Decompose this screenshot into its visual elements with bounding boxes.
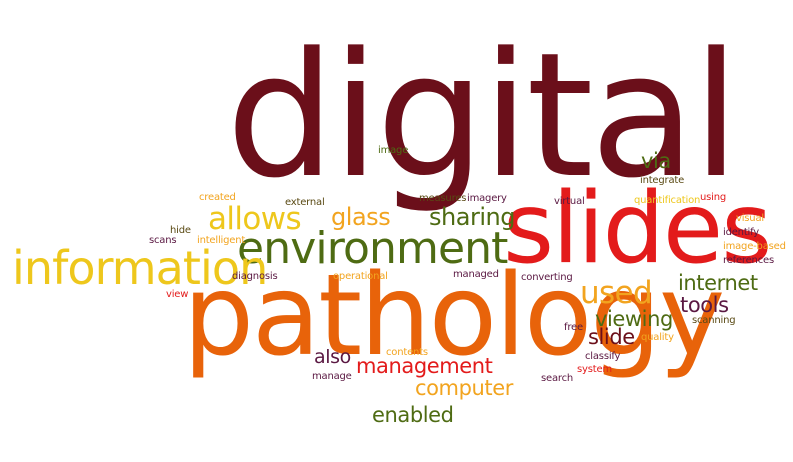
word-image-based: image-based	[723, 241, 786, 252]
word-computer: computer	[415, 376, 513, 400]
word-using: using	[700, 192, 727, 203]
word-imagery: imagery	[467, 193, 507, 204]
word-quantification: quantification	[634, 195, 701, 206]
word-scans: scans	[149, 235, 177, 246]
word-references: references	[723, 255, 774, 266]
word-quality: quality	[641, 332, 674, 343]
word-enabled: enabled	[372, 403, 454, 427]
word-created: created	[199, 192, 236, 203]
word-diagnosis: diagnosis	[232, 271, 278, 282]
word-converting: converting	[521, 272, 573, 283]
word-system: system	[577, 364, 612, 375]
word-manage: manage	[312, 371, 352, 382]
word-via: via	[641, 149, 671, 173]
word-contents: contents	[386, 347, 428, 358]
word-image: image	[378, 145, 409, 156]
word-sharing: sharing	[429, 203, 516, 231]
word-search: search	[541, 373, 574, 384]
word-slides: slides	[503, 172, 772, 286]
word-integrate: integrate	[640, 175, 685, 186]
word-view: view	[166, 289, 189, 300]
word-classify: classify	[585, 351, 621, 362]
word-operational: operational	[333, 271, 388, 282]
word-used: used	[580, 275, 653, 311]
word-managed: managed	[453, 269, 499, 280]
word-pathology: pathology	[183, 251, 725, 381]
word-environment: environment	[237, 223, 508, 274]
word-hide: hide	[170, 225, 191, 236]
word-slide: slide	[588, 325, 635, 349]
word-information: information	[12, 241, 268, 295]
word-allows: allows	[208, 201, 302, 237]
word-virtual: virtual	[554, 196, 585, 207]
word-scanning: scanning	[692, 315, 736, 326]
word-also: also	[314, 346, 351, 368]
word-intelligent: intelligent	[197, 235, 246, 246]
word-visual: visual	[736, 213, 764, 224]
word-management: management	[356, 354, 493, 378]
word-tools: tools	[680, 293, 729, 317]
word-glass: glass	[331, 203, 391, 231]
word-external: external	[285, 197, 325, 208]
word-identify: identify	[723, 227, 759, 238]
word-internet: internet	[678, 271, 758, 295]
word-digital: digital	[226, 15, 740, 216]
word-measures: measures	[419, 193, 467, 204]
word-viewing: viewing	[595, 307, 673, 331]
word-free: free	[564, 322, 583, 333]
